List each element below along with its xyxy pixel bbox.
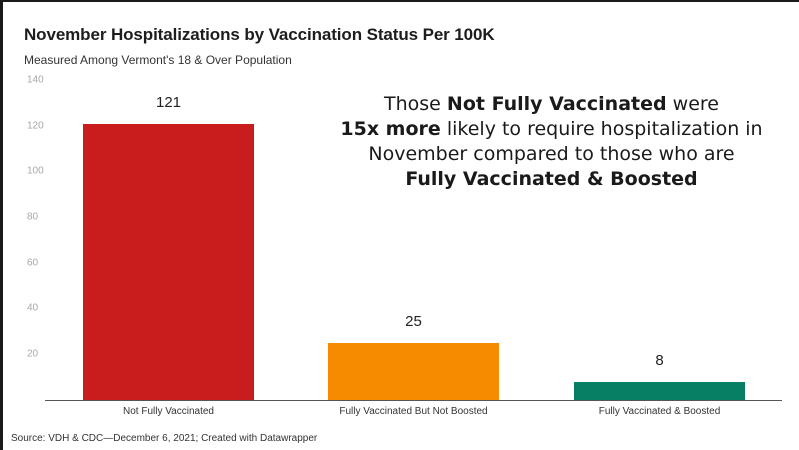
bar-value-label: 25 (405, 313, 422, 330)
source-note: Source: VDH & CDC—December 6, 2021; Crea… (11, 433, 318, 444)
chart-title: November Hospitalizations by Vaccination… (24, 25, 495, 44)
bar-not-fully-vaccinated (83, 124, 254, 400)
annotation-text: November compared to those who are (368, 143, 735, 165)
x-category-label: Fully Vaccinated But Not Boosted (339, 406, 488, 417)
annotation-emphasis: Fully Vaccinated & Boosted (405, 168, 698, 190)
bar-value-label: 121 (155, 94, 182, 112)
annotation-text: Those (384, 93, 447, 115)
annotation-emphasis: 15x more (340, 118, 441, 140)
bar-vaccinated-not-boosted (328, 343, 499, 400)
annotation-text: were (666, 93, 719, 115)
y-tick-label: 20 (27, 348, 39, 360)
x-axis-baseline (45, 400, 782, 401)
y-tick-label: 120 (27, 120, 44, 132)
annotation-text: likely to require hospitalization in (440, 118, 763, 140)
annotation-emphasis: Not Fully Vaccinated (446, 93, 667, 115)
bar-vaccinated-boosted (574, 381, 745, 400)
chart-annotation: Those Not Fully Vaccinated were 15x more… (303, 92, 799, 192)
y-tick-label: 60 (27, 257, 39, 269)
x-category-label: Not Fully Vaccinated (123, 406, 214, 417)
x-category-label: Fully Vaccinated & Boosted (598, 406, 721, 417)
y-tick-label: 140 (27, 74, 44, 86)
y-tick-label: 40 (27, 302, 39, 314)
bar-value-label: 8 (655, 351, 664, 369)
chart-frame: November Hospitalizations by Vaccination… (3, 2, 799, 450)
chart-subtitle: Measured Among Vermont's 18 & Over Popul… (24, 53, 292, 67)
y-tick-label: 80 (27, 211, 39, 223)
y-tick-label: 100 (27, 165, 44, 177)
